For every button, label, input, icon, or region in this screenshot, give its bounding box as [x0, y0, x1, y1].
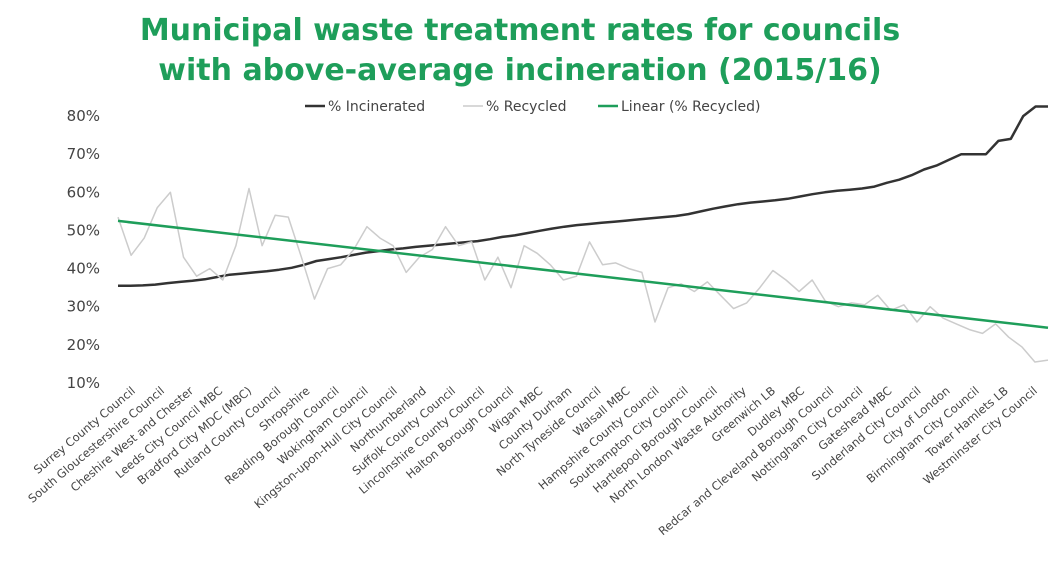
series-line	[117, 219, 1049, 329]
y-tick-label: 10%	[67, 374, 100, 392]
y-tick-label: 20%	[67, 336, 100, 354]
y-tick-label: 50%	[67, 221, 100, 239]
y-axis: 10% 20% 30% 40% 50% 60% 70% 80%	[67, 107, 100, 392]
y-tick-label: 80%	[67, 107, 100, 125]
legend-label: % Incinerated	[328, 99, 425, 115]
legend-entry: % Recycled	[463, 99, 567, 115]
series-line	[118, 105, 1048, 288]
y-tick-label: 70%	[67, 145, 100, 163]
legend-label: Linear (% Recycled)	[621, 99, 760, 115]
chart-title-line-2: with above-average incineration (2015/16…	[158, 53, 881, 88]
y-tick-label: 30%	[67, 298, 100, 316]
plot-area	[117, 105, 1049, 363]
y-tick-label: 40%	[67, 260, 100, 278]
legend-entry: Linear (% Recycled)	[598, 99, 760, 115]
legend: % Incinerated % Recycled Linear (% Recycle…	[305, 99, 760, 115]
y-tick-label: 60%	[67, 183, 100, 201]
chart-title-line-1: Municipal waste treatment rates for coun…	[140, 13, 900, 48]
legend-label: % Recycled	[486, 99, 567, 115]
legend-entry: % Incinerated	[305, 99, 425, 115]
